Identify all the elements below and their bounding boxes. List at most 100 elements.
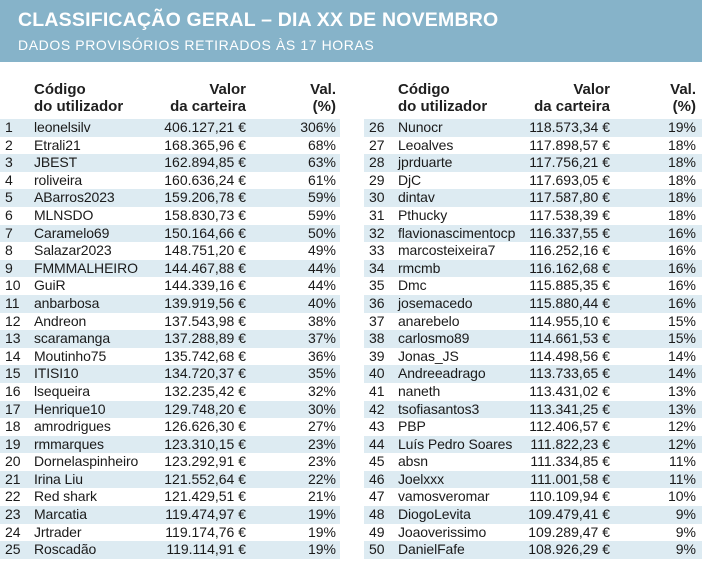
table-row: 47 vamosveromar 110.109,94 € 10% <box>364 488 702 506</box>
pct-cell: 15% <box>667 330 696 347</box>
table-row: 9 FMMMALHEIRO 144.467,88 € 44% <box>0 259 340 278</box>
table-row: 30 dintav 117.587,80 € 18% <box>364 189 702 207</box>
user-cell: Luís Pedro Soares <box>398 435 513 452</box>
value-cell: 119.114,91 € <box>166 541 246 558</box>
column-header-value: Valor da carteira <box>170 81 246 115</box>
pct-cell: 59% <box>307 206 336 223</box>
user-cell: Nunocr <box>398 119 443 135</box>
value-cell: 111.001,58 € <box>530 470 610 487</box>
table-row: 24 Jrtrader 119.174,76 € 19% <box>0 524 340 542</box>
pct-cell: 44% <box>307 277 336 294</box>
user-cell: scaramanga <box>34 330 111 347</box>
rank-cell: 39 <box>369 347 385 364</box>
rank-cell: 45 <box>369 453 385 470</box>
user-cell: DiogoLevita <box>398 506 471 523</box>
user-cell: flavionascimentocp <box>398 224 516 241</box>
pct-cell: 15% <box>667 312 696 329</box>
table-header-right: Código do utilizador Valor da carteira V… <box>364 78 702 118</box>
rank-cell: 33 <box>369 242 385 259</box>
page-title: CLASSIFICAÇÃO GERAL – DIA XX DE NOVEMBRO <box>18 9 499 31</box>
column-header-pct: Val. (%) <box>670 81 696 115</box>
user-cell: Andreon <box>34 312 87 329</box>
value-cell: 114.955,10 € <box>529 312 610 329</box>
pct-cell: 63% <box>307 154 336 171</box>
rank-cell: 29 <box>369 171 385 188</box>
rank-cell: 3 <box>5 154 13 171</box>
pct-cell: 32% <box>307 382 336 399</box>
user-cell: Caramelo69 <box>34 224 110 241</box>
table-row: 21 Irina Liu 121.552,64 € 22% <box>0 470 340 489</box>
pct-cell: 23% <box>307 435 336 452</box>
pct-cell: 11% <box>669 453 696 470</box>
rank-cell: 48 <box>369 506 385 523</box>
value-cell: 123.310,15 € <box>164 435 246 452</box>
pct-cell: 9% <box>675 541 696 558</box>
table-row: 50 DanielFafe 108.926,29 € 9% <box>364 541 702 559</box>
value-cell: 112.406,57 € <box>529 418 610 435</box>
value-cell: 121.429,51 € <box>164 488 246 505</box>
value-cell: 115.880,44 € <box>529 294 610 311</box>
value-cell: 160.636,24 € <box>164 171 246 188</box>
value-cell: 119.474,97 € <box>165 506 246 523</box>
value-cell: 114.661,53 € <box>529 330 610 347</box>
value-cell: 123.292,91 € <box>164 453 246 470</box>
user-cell: lsequeira <box>34 382 90 399</box>
rank-cell: 27 <box>369 136 385 153</box>
pct-cell: 14% <box>667 347 696 364</box>
user-cell: carlosmo89 <box>398 330 470 347</box>
pct-cell: 36% <box>307 347 336 364</box>
table-row: 4 roliveira 160.636,24 € 61% <box>0 172 340 190</box>
table-row: 25 Roscadão 119.114,91 € 19% <box>0 541 340 559</box>
pct-cell: 23% <box>307 453 336 470</box>
table-row: 23 Marcatia 119.474,97 € 19% <box>0 506 340 524</box>
column-header-user: Código do utilizador <box>398 81 488 115</box>
user-cell: ABarros2023 <box>34 189 115 206</box>
user-cell: naneth <box>398 382 441 399</box>
rank-cell: 46 <box>369 470 385 487</box>
user-cell: rmmarques <box>34 435 104 452</box>
rank-cell: 16 <box>5 382 21 399</box>
table-row: 2 Etrali21 168.365,96 € 68% <box>0 137 340 155</box>
pct-cell: 9% <box>675 506 696 523</box>
rank-cell: 42 <box>369 400 385 417</box>
table-row: 6 MLNSDO 158.830,73 € 59% <box>0 207 340 225</box>
user-cell: JBEST <box>34 154 78 171</box>
table-row: 44 Luís Pedro Soares 111.822,23 € 12% <box>364 435 702 454</box>
table-row: 19 rmmarques 123.310,15 € 23% <box>0 435 340 454</box>
pct-cell: 16% <box>667 242 696 259</box>
pct-cell: 19% <box>307 506 336 523</box>
user-cell: Dmc <box>398 277 427 294</box>
pct-cell: 12% <box>667 435 696 452</box>
table-row: 10 GuiR 144.339,16 € 44% <box>0 277 340 295</box>
user-cell: Andreeadrago <box>398 365 486 382</box>
table-row: 17 Henrique10 129.748,20 € 30% <box>0 400 340 419</box>
value-cell: 109.289,47 € <box>528 523 610 540</box>
rank-cell: 23 <box>5 506 21 523</box>
rank-cell: 9 <box>5 259 13 276</box>
rank-cell: 25 <box>5 541 21 558</box>
rank-cell: 26 <box>369 119 385 135</box>
rank-cell: 34 <box>369 259 385 276</box>
value-cell: 116.337,55 € <box>529 224 610 241</box>
rank-cell: 41 <box>369 382 385 399</box>
value-cell: 162.894,85 € <box>164 154 246 171</box>
value-cell: 110.109,94 € <box>529 488 610 505</box>
rank-cell: 12 <box>5 312 21 329</box>
user-cell: Irina Liu <box>34 470 83 487</box>
rank-cell: 20 <box>5 453 21 470</box>
user-cell: Dornelaspinheiro <box>34 453 139 470</box>
table-row: 1 leonelsilv 406.127,21 € 306% <box>0 119 340 137</box>
value-cell: 119.174,76 € <box>165 523 246 540</box>
user-cell: Joelxxx <box>398 470 444 487</box>
table-row: 49 Joaoverissimo 109.289,47 € 9% <box>364 524 702 542</box>
table-row: 46 Joelxxx 111.001,58 € 11% <box>364 470 702 489</box>
pct-cell: 19% <box>307 523 336 540</box>
user-cell: anbarbosa <box>34 294 100 311</box>
value-cell: 117.898,57 € <box>529 136 610 153</box>
table-row: 34 rmcmb 116.162,68 € 16% <box>364 259 702 278</box>
value-cell: 139.919,56 € <box>164 294 246 311</box>
pct-cell: 61% <box>307 171 336 188</box>
user-cell: jprduarte <box>398 154 453 171</box>
value-cell: 117.538,39 € <box>529 206 610 223</box>
rank-cell: 49 <box>369 523 385 540</box>
